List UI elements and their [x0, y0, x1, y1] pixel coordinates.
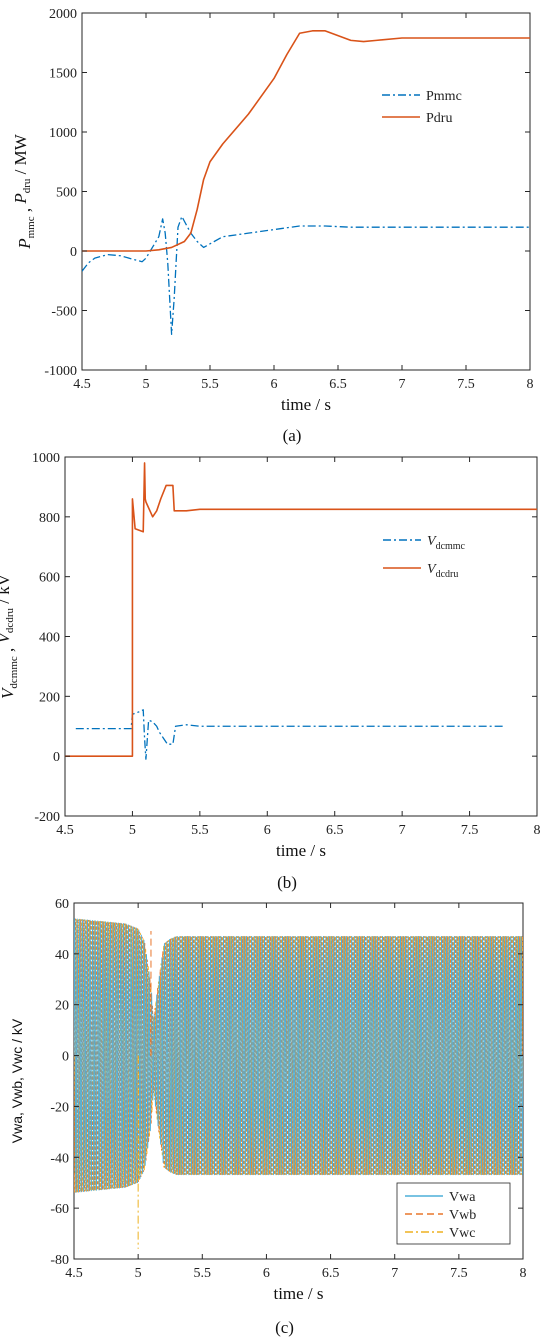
chart-1-ylabel-part: / MW	[11, 133, 30, 178]
chart-2-xtick-label: 6.5	[326, 823, 344, 838]
chart-1-ylabel-part: ,	[15, 204, 34, 217]
chart-1-series-pdru	[82, 30, 530, 252]
chart-2-legend-label-main: V	[427, 562, 437, 577]
chart-2-legend-label-sub: dcmmc	[436, 541, 466, 552]
chart-2-plot-area	[65, 462, 537, 760]
chart-3-series-vwa	[74, 918, 523, 1193]
chart-1-xtick-label: 8	[527, 377, 534, 392]
chart-3-legend-label-2: Vwc	[449, 1226, 475, 1241]
chart-3-legend-label-1: Vwb	[449, 1208, 476, 1223]
chart-3: 4.5 5 5.5 6 6.5 7 7.5 8 -80 -60 -40 -20 0 20 40 60 time …	[9, 897, 527, 1337]
chart-2-ylabel-part: dcdru	[4, 608, 16, 634]
chart-2-series-vdcmmc	[75, 709, 504, 760]
chart-1-series-pmmc	[82, 215, 530, 335]
chart-3-ytick-label: -20	[50, 1100, 69, 1115]
chart-2-ytick-label: 800	[39, 511, 60, 526]
chart-1-ylabel-part: dru	[21, 178, 33, 193]
chart-3-xlabel: time / s	[273, 1284, 323, 1303]
chart-1-xlabel: time / s	[281, 395, 331, 414]
chart-1-ytick-label: 1000	[49, 126, 77, 141]
chart-1-ylabel-part: mmc	[25, 216, 37, 238]
chart-3-ytick-label: -60	[50, 1202, 69, 1217]
chart-3-legend: Vwa Vwb Vwc	[396, 1182, 511, 1245]
chart-2-ylabel-part: / kV	[0, 573, 13, 608]
chart-1-legend-label-1: Pdru	[426, 111, 452, 126]
chart-3-plot-area	[74, 918, 523, 1249]
chart-1-xtick-label: 6.5	[329, 377, 347, 392]
chart-2-series-vdcdru	[65, 462, 537, 757]
chart-3-ytick-label: -40	[50, 1151, 69, 1166]
chart-1-ytick-label: 0	[70, 245, 77, 260]
chart-2-xlabel: time / s	[276, 841, 326, 860]
chart-3-xtick-label: 7	[391, 1266, 398, 1281]
chart-3-ytick-label: 20	[55, 999, 69, 1014]
chart-1-plot-frame	[81, 12, 531, 371]
chart-3-xtick-label: 4.5	[65, 1266, 83, 1281]
chart-1-xtick-label: 6	[271, 377, 278, 392]
chart-2-ytick-label: 600	[39, 571, 60, 586]
chart-2-xtick-label: 8	[534, 823, 541, 838]
chart-2-ylabel-part: dcmmc	[8, 656, 20, 688]
chart-2-legend-label-main: V	[427, 534, 437, 549]
chart-2-legend-label-sub: dcdru	[436, 569, 459, 580]
chart-3-xtick-label: 6.5	[322, 1266, 340, 1281]
chart-3-xtick-label: 7.5	[450, 1266, 468, 1281]
chart-1-legend-label-0: Pmmc	[426, 89, 462, 104]
chart-2-ytick-label: -200	[34, 810, 60, 825]
chart-3-xtick-label: 6	[263, 1266, 270, 1281]
chart-3-legend-label-0: Vwa	[449, 1190, 476, 1205]
chart-1-legend: Pmmc Pdru	[382, 89, 462, 126]
chart-1-xtick-label: 4.5	[73, 377, 91, 392]
chart-2-ytick-label: 0	[53, 750, 60, 765]
chart-3-xtick-label: 5	[135, 1266, 142, 1281]
chart-3-xtick-label: 8	[520, 1266, 527, 1281]
chart-3-legend-box	[396, 1182, 511, 1245]
chart-3-ylabel: Vwa, Vwb, Vwc / kV	[9, 1018, 25, 1143]
chart-2-xtick-label: 5.5	[191, 823, 209, 838]
chart-1-ytick-label: 500	[56, 186, 77, 201]
chart-2-xtick-label: 4.5	[56, 823, 74, 838]
chart-1-xtick-label: 7	[399, 377, 406, 392]
chart-2: 4.5 5 5.5 6 6.5 7 7.5 8 -200 0 200 400 600 800 1000 tim…	[0, 451, 541, 892]
chart-2-ytick-label: 1000	[32, 451, 60, 466]
chart-1-ytick-label: 1500	[49, 67, 77, 82]
chart-1-xtick-label: 5	[143, 377, 150, 392]
chart-2-ylabel: Vdcmmc , Vdcdru / kV	[0, 573, 20, 699]
chart-2-caption: (b)	[277, 873, 297, 892]
chart-2-ytick-label: 200	[39, 690, 60, 705]
chart-1-caption: (a)	[283, 426, 302, 445]
chart-2-legend-label-1: Vdcdru	[427, 562, 458, 580]
chart-2-ylabel-part: V	[0, 686, 17, 699]
chart-2-legend-label-0: Vdcmmc	[427, 534, 466, 552]
chart-3-ytick-label: -80	[50, 1253, 69, 1268]
chart-1-ylabel: Pmmc , Pdru / MW	[11, 133, 37, 250]
chart-3-xtick-label: 5.5	[194, 1266, 212, 1281]
chart-1-xtick-label: 7.5	[457, 377, 475, 392]
chart-2-ylabel-part: V	[0, 630, 13, 643]
chart-1-ylabel-part: P	[11, 193, 30, 204]
chart-1: 4.5 5 5.5 6 6.5 7 7.5 8 -1000 -500 0 500 1000 1500 200…	[11, 7, 534, 445]
chart-1-ytick-label: -1000	[44, 364, 77, 379]
chart-1-ylabel-part: P	[15, 238, 34, 249]
chart-3-caption: (c)	[275, 1318, 294, 1337]
chart-2-plot-frame	[64, 456, 538, 817]
chart-3-ytick-label: 0	[62, 1050, 69, 1065]
chart-2-ylabel-part: ,	[0, 643, 17, 656]
chart-3-ytick-label: 40	[55, 948, 69, 963]
chart-2-xtick-label: 7	[399, 823, 406, 838]
chart-3-ytick-label: 60	[55, 897, 69, 912]
chart-2-ytick-label: 400	[39, 631, 60, 646]
chart-1-xtick-label: 5.5	[201, 377, 219, 392]
chart-1-ytick-label: 2000	[49, 7, 77, 22]
chart-2-xtick-label: 6	[264, 823, 271, 838]
chart-1-ytick-label: -500	[51, 305, 77, 320]
chart-2-xtick-label: 7.5	[461, 823, 479, 838]
chart-2-xtick-label: 5	[129, 823, 136, 838]
chart-1-plot-area	[82, 30, 530, 335]
